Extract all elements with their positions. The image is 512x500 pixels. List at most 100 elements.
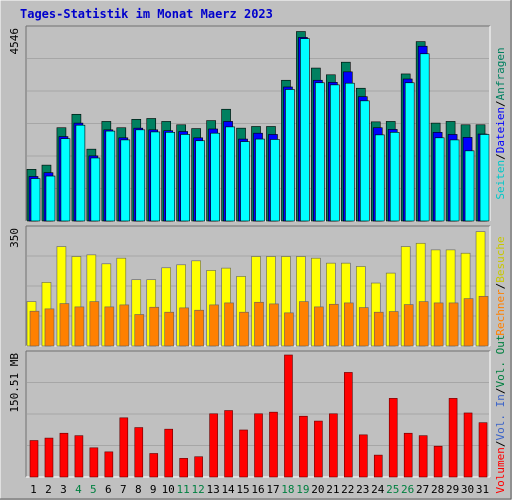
x-day-label-18: 18	[281, 483, 294, 496]
x-day-label-15: 15	[236, 483, 249, 496]
legend-vol-in: Vol. In	[494, 394, 507, 440]
bar-seiten-day-13	[210, 132, 220, 222]
bar-seiten-day-25	[389, 132, 400, 222]
x-day-label-24: 24	[371, 483, 385, 496]
x-day-label-11: 11	[177, 483, 190, 496]
bar-volumen-day-1	[29, 440, 39, 478]
x-day-label-22: 22	[341, 483, 354, 496]
bar-seiten-day-28	[434, 137, 445, 222]
bar-volumen-day-30	[463, 412, 473, 478]
chart-panels	[25, 25, 491, 478]
bar-volumen-day-15	[239, 429, 248, 478]
bar-seiten-day-16	[255, 138, 265, 222]
bar-seiten-day-31	[479, 134, 490, 222]
bar-rechner-day-5	[89, 301, 100, 347]
bar-volumen-day-9	[149, 453, 159, 478]
x-day-label-5: 5	[90, 483, 97, 496]
bar-volumen-day-26	[403, 432, 413, 478]
bar-volumen-day-8	[134, 427, 144, 478]
bar-volumen-day-14	[224, 410, 233, 478]
bar-rechner-day-12	[194, 309, 204, 347]
bar-seiten-day-19	[300, 38, 310, 222]
x-day-label-23: 23	[356, 483, 369, 496]
bar-rechner-day-2	[44, 308, 55, 347]
x-day-label-10: 10	[162, 483, 175, 496]
bar-rechner-day-20	[314, 306, 324, 347]
bar-seiten-day-18	[285, 89, 295, 222]
y-max-label-panel-1: 4546	[8, 28, 21, 55]
x-day-label-2: 2	[45, 483, 52, 496]
bar-rechner-day-27	[418, 301, 429, 347]
bar-volumen-day-22	[344, 372, 353, 478]
bar-rechner-day-23	[358, 307, 369, 347]
bar-volumen-day-18	[284, 354, 293, 478]
x-day-label-30: 30	[461, 483, 474, 496]
bar-rechner-day-7	[119, 304, 130, 347]
x-day-label-27: 27	[416, 483, 429, 496]
y-max-label-panel-2: 350	[8, 228, 21, 248]
right-legend-labels: Seiten/Dateien/AnfragenRechner/BesucheVo…	[494, 47, 507, 493]
legend-separator: /	[494, 153, 507, 160]
bar-seiten-day-9	[150, 131, 161, 222]
bar-seiten-day-5	[90, 157, 101, 222]
bar-rechner-day-13	[209, 304, 219, 347]
bar-rechner-day-25	[388, 311, 399, 347]
panel-3	[25, 350, 491, 478]
bar-rechner-day-11	[179, 307, 189, 347]
bar-rechner-day-16	[254, 301, 264, 347]
bar-volumen-day-27	[418, 435, 428, 478]
x-day-label-12: 12	[192, 483, 205, 496]
bar-volumen-day-4	[74, 435, 84, 478]
bar-volumen-day-31	[478, 422, 488, 478]
bar-volumen-day-23	[358, 434, 368, 478]
bar-seiten-day-17	[270, 139, 280, 222]
bar-rechner-day-29	[448, 302, 459, 347]
bar-seiten-day-27	[419, 53, 430, 222]
x-axis-day-labels: 1 2 3 4 5 6 7 8 9 10 11 12 13 14 15 16 17 18 19 20 21 22 23 24 2…	[30, 483, 489, 496]
x-day-label-16: 16	[251, 483, 264, 496]
x-day-label-13: 13	[206, 483, 219, 496]
bar-rechner-day-8	[134, 314, 145, 347]
legend-separator: /	[494, 440, 507, 447]
legend-separator: /	[494, 283, 507, 290]
bar-rechner-day-17	[269, 303, 279, 347]
bar-seiten-day-20	[315, 82, 325, 222]
bar-rechner-day-10	[164, 311, 175, 347]
bar-volumen-day-24	[373, 454, 383, 478]
bar-volumen-day-6	[104, 451, 114, 478]
x-day-label-19: 19	[296, 483, 309, 496]
x-day-label-1: 1	[30, 483, 37, 496]
x-day-label-7: 7	[120, 483, 127, 496]
bar-rechner-day-3	[59, 303, 70, 347]
bar-volumen-day-19	[299, 415, 308, 478]
bar-rechner-day-4	[74, 306, 85, 347]
x-day-label-26: 26	[401, 483, 414, 496]
bar-volumen-day-28	[433, 445, 443, 478]
bar-rechner-day-19	[299, 301, 309, 347]
legend-besuche: Besuche	[494, 236, 507, 282]
bar-volumen-day-5	[89, 447, 99, 478]
legend-volumen: Volumen	[494, 447, 507, 493]
right-legend-panel-2: Rechner/Besuche	[494, 236, 507, 335]
bar-volumen-day-16	[254, 413, 263, 478]
x-day-label-3: 3	[60, 483, 67, 496]
legend-vol-out: Vol. Out	[494, 335, 507, 388]
x-day-label-17: 17	[266, 483, 279, 496]
x-day-label-4: 4	[75, 483, 82, 496]
bar-rechner-day-26	[403, 304, 414, 347]
x-day-label-31: 31	[476, 483, 489, 496]
bar-rechner-day-24	[373, 311, 384, 347]
bar-volumen-day-29	[448, 398, 458, 478]
bar-rechner-day-1	[29, 310, 40, 347]
bar-rechner-day-6	[104, 306, 115, 347]
bar-volumen-day-21	[329, 413, 338, 478]
bar-volumen-day-20	[314, 420, 323, 478]
bar-seiten-day-23	[359, 100, 370, 222]
bar-seiten-day-10	[165, 132, 176, 222]
bar-rechner-day-9	[149, 306, 160, 347]
bar-rechner-day-15	[239, 311, 249, 347]
right-legend-panel-1: Seiten/Dateien/Anfragen	[494, 47, 507, 199]
bar-volumen-day-7	[119, 417, 129, 478]
x-day-label-14: 14	[221, 483, 235, 496]
